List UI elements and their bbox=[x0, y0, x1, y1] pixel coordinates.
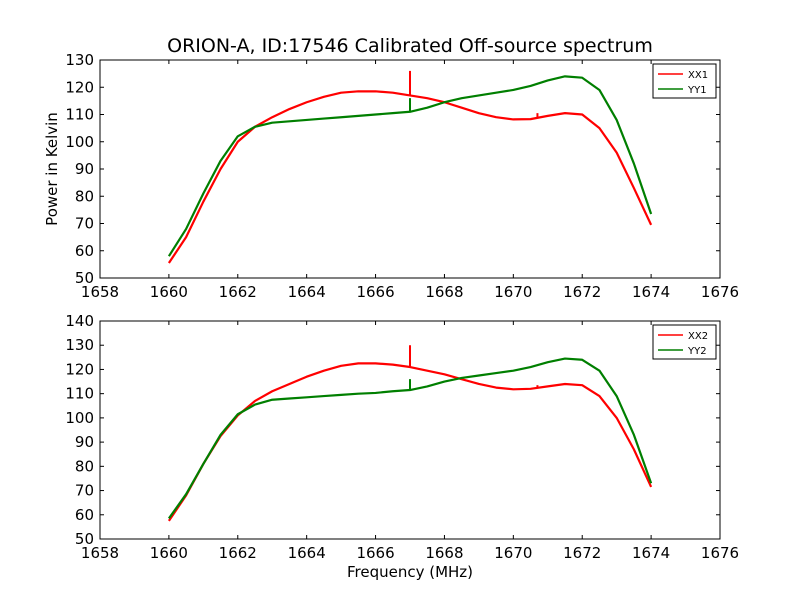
series-line-xx1 bbox=[167, 90, 653, 264]
y-tick-label: 50 bbox=[75, 269, 94, 287]
x-tick-label: 1658 bbox=[81, 544, 119, 562]
x-tick-label: 1666 bbox=[356, 283, 394, 301]
x-tick-label: 1664 bbox=[288, 283, 326, 301]
x-tick-label: 1662 bbox=[219, 283, 257, 301]
y-tick-label: 50 bbox=[75, 530, 94, 548]
legend-label-yy2: YY2 bbox=[687, 346, 707, 357]
plot-area bbox=[167, 70, 653, 264]
x-tick-label: 1668 bbox=[425, 544, 463, 562]
x-tick-label: 1660 bbox=[150, 544, 188, 562]
y-tick-label: 110 bbox=[65, 106, 94, 124]
x-axis-label: Frequency (MHz) bbox=[347, 563, 473, 581]
y-tick-label: 100 bbox=[65, 409, 94, 427]
x-tick-label: 1672 bbox=[563, 544, 601, 562]
legend-label-yy1: YY1 bbox=[687, 85, 707, 96]
series-line-yy1 bbox=[167, 75, 653, 257]
legend-box bbox=[652, 63, 717, 99]
x-tick-label: 1664 bbox=[288, 544, 326, 562]
y-tick-label: 80 bbox=[75, 187, 94, 205]
x-tick-label: 1674 bbox=[632, 283, 670, 301]
plot-panel-top: 1658 1660 1662 1664 1666 1668 1670 1672 1674 1676… bbox=[43, 51, 739, 301]
legend-box bbox=[652, 324, 717, 360]
axes-frame bbox=[99, 320, 721, 540]
plot-panel-bottom: 1658 1660 1662 1664 1666 1668 1670 1672 1674 1676… bbox=[65, 312, 739, 581]
x-tick-label: 1676 bbox=[701, 283, 739, 301]
x-tick-label: 1668 bbox=[425, 283, 463, 301]
y-tick-label: 60 bbox=[75, 242, 94, 260]
x-tick-label: 1674 bbox=[632, 544, 670, 562]
y-tick-label: 70 bbox=[75, 215, 94, 233]
y-tick-label: 140 bbox=[65, 312, 94, 330]
legend-label-xx1: XX1 bbox=[688, 70, 708, 81]
y-tick-label: 120 bbox=[65, 360, 94, 378]
y-axis-label: Power in Kelvin bbox=[43, 112, 61, 226]
y-tick-label: 80 bbox=[75, 457, 94, 475]
x-tick-label: 1670 bbox=[494, 283, 532, 301]
x-tick-label: 1666 bbox=[356, 544, 394, 562]
x-tick-label: 1660 bbox=[150, 283, 188, 301]
y-tick-label: 70 bbox=[75, 482, 94, 500]
legend-label-xx2: XX2 bbox=[688, 331, 708, 342]
x-tick-label: 1670 bbox=[494, 544, 532, 562]
y-tick-label: 130 bbox=[65, 51, 94, 69]
x-tick-label: 1658 bbox=[81, 283, 119, 301]
y-tick-label: 100 bbox=[65, 133, 94, 151]
x-tick-label: 1662 bbox=[219, 544, 257, 562]
x-tick-label: 1672 bbox=[563, 283, 601, 301]
y-tick-label: 60 bbox=[75, 506, 94, 524]
y-tick-label: 120 bbox=[65, 78, 94, 96]
figure-title: ORION-A, ID:17546 Calibrated Off-source … bbox=[167, 35, 653, 57]
x-tick-label: 1676 bbox=[701, 544, 739, 562]
y-tick-label: 130 bbox=[65, 336, 94, 354]
y-tick-label: 90 bbox=[75, 433, 94, 451]
plot-area bbox=[167, 345, 653, 522]
y-tick-label: 110 bbox=[65, 385, 94, 403]
y-tick-label: 90 bbox=[75, 160, 94, 178]
